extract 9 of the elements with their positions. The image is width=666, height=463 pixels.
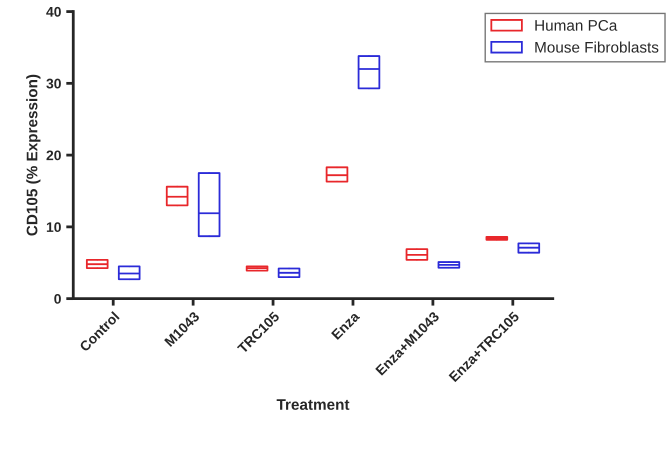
legend-label: Human PCa <box>535 20 618 31</box>
legend-label: Mouse Fibroblasts <box>535 41 658 53</box>
y-axis-title: CD105 (% Expression) <box>26 74 40 236</box>
y-tick-label: 40 <box>46 6 61 17</box>
y-tick-label: 20 <box>46 150 61 160</box>
y-tick-label: 30 <box>46 78 61 89</box>
x-axis-title: Treatment <box>276 399 350 410</box>
y-tick-label: 10 <box>46 222 61 232</box>
y-tick-label: 0 <box>54 294 61 304</box>
